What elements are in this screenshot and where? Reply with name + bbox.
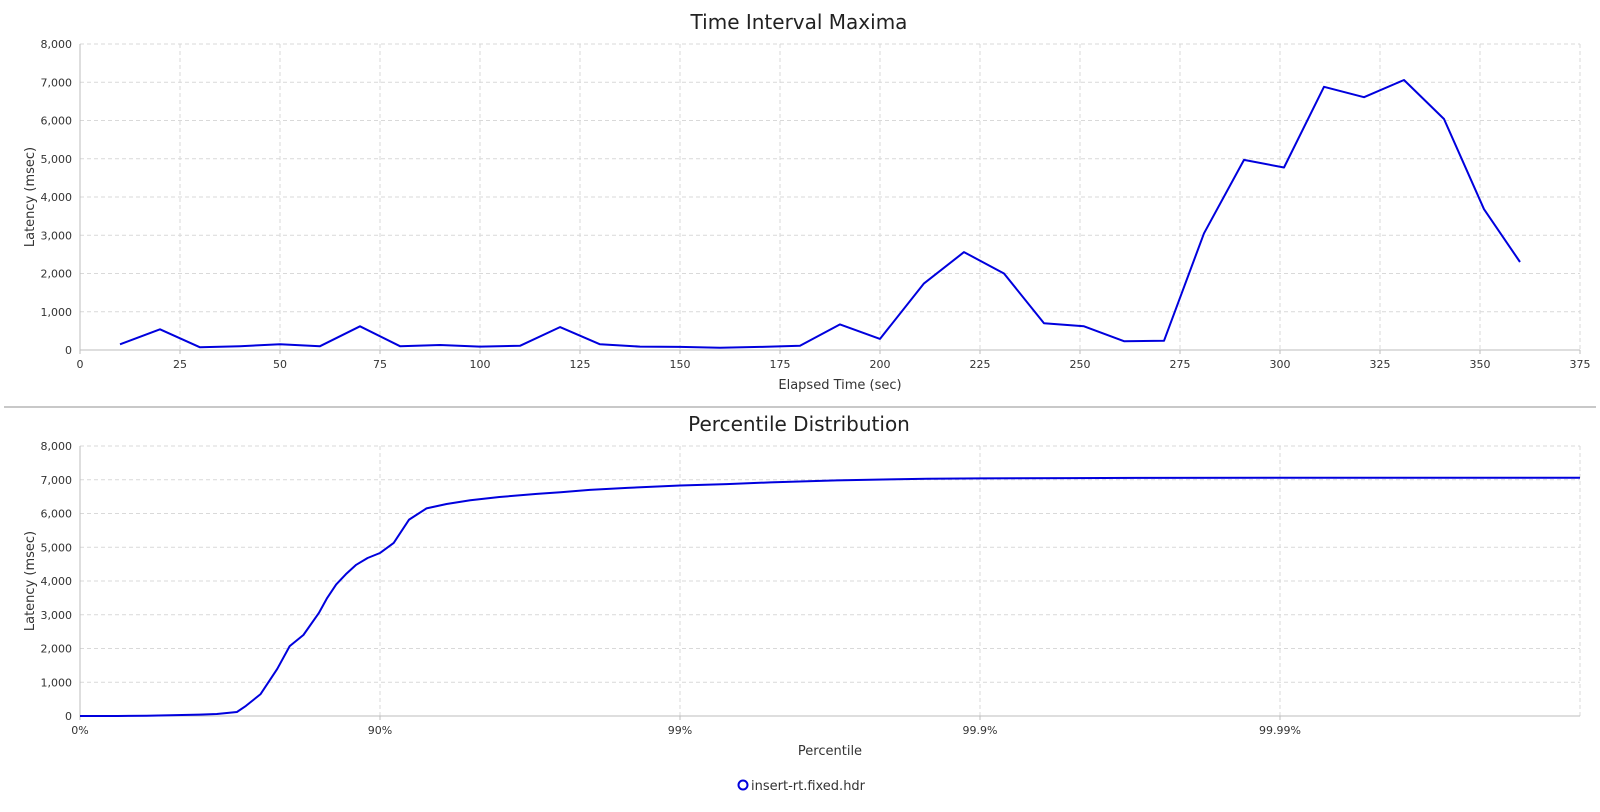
y-axis-label: Latency (msec)	[23, 147, 38, 247]
y-tick-label: 8,000	[41, 440, 73, 453]
y-tick-label: 4,000	[41, 191, 73, 204]
series-layer	[80, 476, 1580, 717]
legend: insert-rt.fixed.hdr	[737, 779, 866, 794]
x-tick-label: 99.9%	[963, 724, 998, 737]
y-tick-label: 1,000	[41, 306, 73, 319]
y-tick-label: 5,000	[41, 541, 73, 554]
y-tick-label: 3,000	[41, 229, 73, 242]
y-tick-label: 7,000	[41, 474, 73, 487]
y-tick-label: 3,000	[41, 609, 73, 622]
chart-title: Percentile Distribution	[688, 412, 910, 436]
x-tick-label: 200	[870, 358, 891, 371]
x-tick-label: 99%	[668, 724, 692, 737]
percentile-distribution-chart: Percentile Distribution 0 1,000 2,000 3,000…	[23, 412, 1581, 759]
x-tick-label: 50	[273, 358, 287, 371]
x-tick-label: 275	[1170, 358, 1191, 371]
y-tick-label: 6,000	[41, 508, 73, 521]
x-tick-label: 100	[470, 358, 491, 371]
x-tick-label: 75	[373, 358, 387, 371]
y-tick-label: 7,000	[41, 76, 73, 89]
x-tick-label: 375	[1570, 358, 1591, 371]
x-tick-label: 90%	[368, 724, 392, 737]
series-layer	[119, 79, 1521, 349]
x-tick-label: 99.99%	[1259, 724, 1301, 737]
x-tick-label: 300	[1270, 358, 1291, 371]
y-tick-label: 2,000	[41, 643, 73, 656]
x-tick-label: 175	[770, 358, 791, 371]
legend-label: insert-rt.fixed.hdr	[751, 779, 866, 794]
y-tick-label: 1,000	[41, 676, 73, 689]
gridlines	[79, 43, 1581, 354]
gridlines	[79, 445, 1581, 720]
x-tick-label: 325	[1370, 358, 1391, 371]
y-tick-label: 0	[65, 344, 72, 357]
tick-labels: 0 1,000 2,000 3,000 4,000 5,000 6,000 7,000 8,00…	[41, 38, 1591, 371]
series-line	[80, 476, 1580, 717]
x-tick-label: 350	[1470, 358, 1491, 371]
x-tick-label: 225	[970, 358, 991, 371]
chart-title: Time Interval Maxima	[690, 10, 908, 34]
series-line	[119, 79, 1521, 349]
x-tick-label: 0%	[71, 724, 88, 737]
time-interval-maxima-chart: Time Interval Maxima 0 1,000 2,000 3,000 4,0…	[23, 10, 1591, 393]
y-tick-label: 2,000	[41, 268, 73, 281]
x-tick-label: 25	[173, 358, 187, 371]
x-tick-label: 125	[570, 358, 591, 371]
y-tick-label: 0	[65, 710, 72, 723]
y-tick-label: 8,000	[41, 38, 73, 51]
y-axis-label: Latency (msec)	[23, 531, 38, 631]
x-tick-label: 0	[77, 358, 84, 371]
y-tick-label: 4,000	[41, 575, 73, 588]
y-tick-label: 6,000	[41, 115, 73, 128]
x-tick-label: 250	[1070, 358, 1091, 371]
x-axis-label: Percentile	[798, 744, 862, 759]
x-axis-label: Elapsed Time (sec)	[778, 378, 901, 393]
y-tick-label: 5,000	[41, 153, 73, 166]
circle-marker-icon	[737, 779, 749, 791]
tick-labels: 0 1,000 2,000 3,000 4,000 5,000 6,000 7,000 8,00…	[41, 440, 1301, 737]
x-tick-label: 150	[670, 358, 691, 371]
